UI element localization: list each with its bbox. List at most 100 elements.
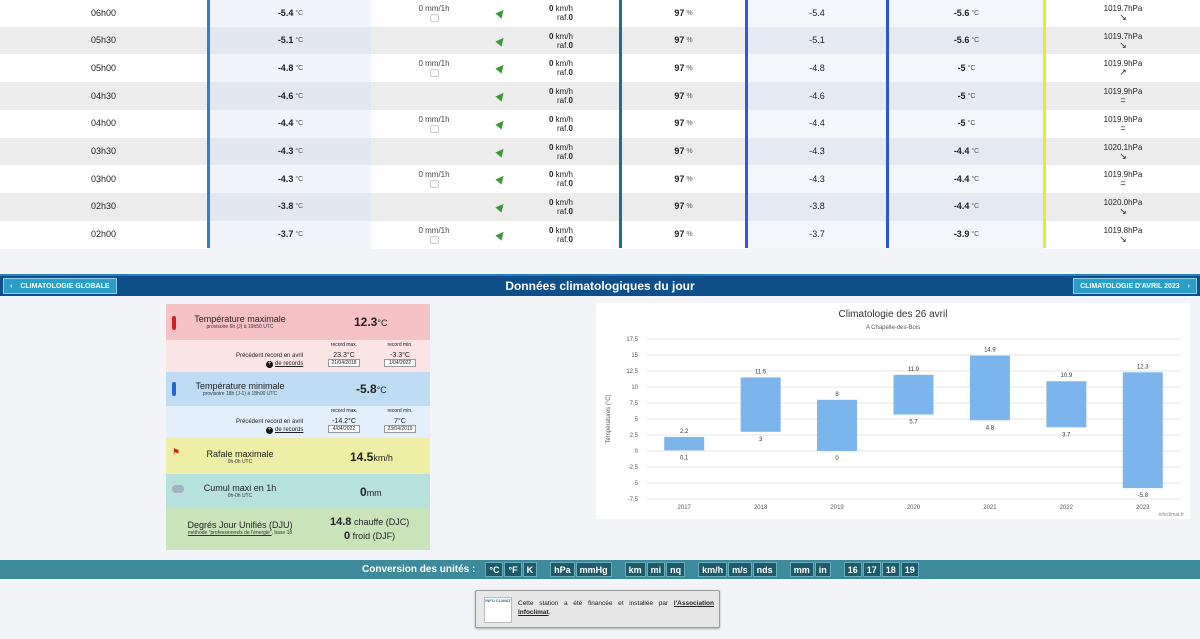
pressure-trend-icon: ↘: [1119, 150, 1127, 161]
chart-bar: [969, 355, 1010, 421]
windsock-icon: ⚑: [172, 447, 181, 457]
conversion-label: Conversion des unités :: [362, 564, 476, 575]
x-tick-label: 2018: [754, 505, 768, 511]
dewpoint-cell: -5.1: [748, 26, 886, 55]
unit-button[interactable]: km: [624, 562, 646, 577]
wind-arrow-icon: [495, 110, 507, 138]
data-label-high: 11.9: [908, 367, 920, 373]
dewpoint-cell: -3.8: [748, 192, 886, 221]
y-tick-label: -2.5: [628, 465, 639, 471]
humidity-cell: 97%: [674, 35, 693, 46]
humidity-cell: 97%: [674, 118, 693, 129]
pressure-cell: 1019.7hPa ↘: [1103, 31, 1143, 50]
time-cell: 04h00: [90, 118, 117, 129]
dju-hot-value: 14.8: [330, 516, 352, 528]
chart-svg: Climatologie des 26 avril A Chapelle-des-…: [606, 309, 1184, 518]
y-tick-label: -7.5: [628, 497, 639, 503]
unit-button[interactable]: mi: [646, 562, 666, 577]
humidity-cell: 97%: [674, 201, 693, 212]
section-header: Données climatologiques du jour ‹ CLIMATO…: [0, 274, 1200, 296]
wind-cell: 0 km/h raf.0: [548, 87, 573, 106]
chart-bar: [1046, 381, 1087, 428]
temp-cell: -5.4 °C: [210, 0, 371, 27]
tmax-record-max: 23.3°C: [333, 352, 355, 359]
unit-button[interactable]: 19: [900, 562, 919, 577]
unit-group: °C °F K: [485, 562, 538, 577]
data-label-low: 0.1: [680, 455, 689, 461]
data-label-high: 2.2: [680, 429, 689, 435]
unit-button[interactable]: nq: [666, 562, 686, 577]
humidity-cell: 97%: [674, 7, 693, 18]
tmax-record-block: Précédent record en avril + de records re…: [166, 340, 430, 372]
y-axis-label: Températures (°C): [606, 394, 612, 443]
feels-like-cell: -5.6 °C: [889, 26, 1044, 55]
x-tick-label: 2017: [678, 505, 692, 511]
unit-button[interactable]: 16: [843, 562, 862, 577]
rain-cell: 0 mm/1h: [372, 220, 496, 249]
plus-icon: +: [266, 427, 273, 434]
wind-arrow-icon: [495, 193, 507, 221]
table-row: 02h00 -3.7 °C 0 mm/1h 0 km/h raf.0 97% -3.…: [0, 220, 1200, 249]
unit-button[interactable]: mmHg: [575, 562, 612, 577]
unit-button[interactable]: 18: [881, 562, 900, 577]
wind-cell: 0 km/h raf.0: [548, 225, 573, 244]
unit-button[interactable]: mm: [789, 562, 814, 577]
unit-button[interactable]: nds: [752, 562, 777, 577]
unit-group: hPa mmHg: [550, 562, 613, 577]
unit-group: km/h m/s nds: [698, 562, 778, 577]
unit-button[interactable]: m/s: [728, 562, 752, 577]
data-label-high: 14.9: [984, 348, 996, 354]
humidity-cell: 97%: [674, 173, 693, 184]
unit-button[interactable]: °C: [485, 562, 504, 577]
tmin-block: Température minimale provisoire 18h (J-1)…: [166, 372, 430, 406]
thermometer-hot-icon: [172, 316, 176, 330]
rain-cell: 0 mm/1h: [372, 165, 496, 194]
table-row: 06h00 -5.4 °C 0 mm/1h 0 km/h raf.0 97% -5.…: [0, 0, 1200, 27]
data-label-high: 10.9: [1061, 373, 1073, 379]
rain-gauge-icon: [429, 14, 439, 22]
wind-cell: 0 km/h raf.0: [548, 4, 573, 22]
climatologie-globale-button[interactable]: ‹ CLIMATOLOGIE GLOBALE: [3, 278, 117, 294]
y-tick-label: 17.5: [626, 337, 638, 343]
unit-group: mm in: [789, 562, 832, 577]
rain-cell: [372, 192, 496, 221]
climatologie-avril-button[interactable]: CLIMATOLOGIE D'AVRIL 2023 ›: [1073, 278, 1197, 294]
pressure-cell: 1019.8hPa ↘: [1103, 225, 1143, 244]
unit-button[interactable]: hPa: [550, 562, 575, 577]
wind-arrow-icon: [495, 165, 507, 193]
association-link[interactable]: l'Association Infoclimat: [518, 600, 714, 616]
tmin-record-block: Précédent record en avril + de records re…: [166, 406, 430, 438]
column-color-bar: [1043, 0, 1046, 248]
chevron-left-icon: ‹: [10, 282, 13, 290]
wind-cell: 0 km/h raf.0: [548, 142, 573, 161]
table-row: 03h00 -4.3 °C 0 mm/1h 0 km/h raf.0 97% -4.…: [0, 165, 1200, 194]
dju-method-link[interactable]: méthode "professionnels de l'énergie": [187, 530, 272, 536]
table-row: 03h30 -4.3 °C 0 km/h raf.0 97% -4.3 -4.4 °C…: [0, 137, 1200, 166]
rain-gauge-icon: [429, 180, 439, 189]
data-label-low: 3: [759, 437, 763, 443]
rain-label: Cumul maxi en 1h: [203, 483, 277, 493]
data-label-low: 5.7: [909, 420, 918, 426]
rain-cell: 0 mm/1h: [372, 54, 496, 83]
pressure-trend-icon: =: [1120, 122, 1126, 133]
pressure-trend-icon: ↘: [1119, 39, 1127, 50]
chart-subtitle: A Chapelle-des-Bois: [866, 325, 920, 331]
unit-button[interactable]: km/h: [698, 562, 728, 577]
tmin-records-link[interactable]: + de records: [266, 427, 304, 434]
pressure-trend-icon: ↗: [1119, 67, 1127, 78]
tmax-sub: provisoire 6h (J) à 19h50 UTC: [206, 324, 274, 330]
unit-button[interactable]: K: [522, 562, 538, 577]
time-cell: 06h00: [90, 7, 117, 18]
table-row: 02h30 -3.8 °C 0 km/h raf.0 97% -3.8 -4.4 °C…: [0, 192, 1200, 221]
rain-cell: 0 mm/1h: [372, 0, 496, 27]
x-tick-label: 2021: [983, 505, 997, 511]
unit-button[interactable]: in: [814, 562, 831, 577]
tmax-records-link[interactable]: + de records: [266, 361, 304, 368]
unit-button[interactable]: 17: [862, 562, 881, 577]
pressure-trend-icon: ↘: [1119, 233, 1127, 244]
wind-arrow-icon: [495, 138, 507, 166]
unit-button[interactable]: °F: [504, 562, 522, 577]
table-row: 04h00 -4.4 °C 0 mm/1h 0 km/h raf.0 97% -4.…: [0, 109, 1200, 138]
